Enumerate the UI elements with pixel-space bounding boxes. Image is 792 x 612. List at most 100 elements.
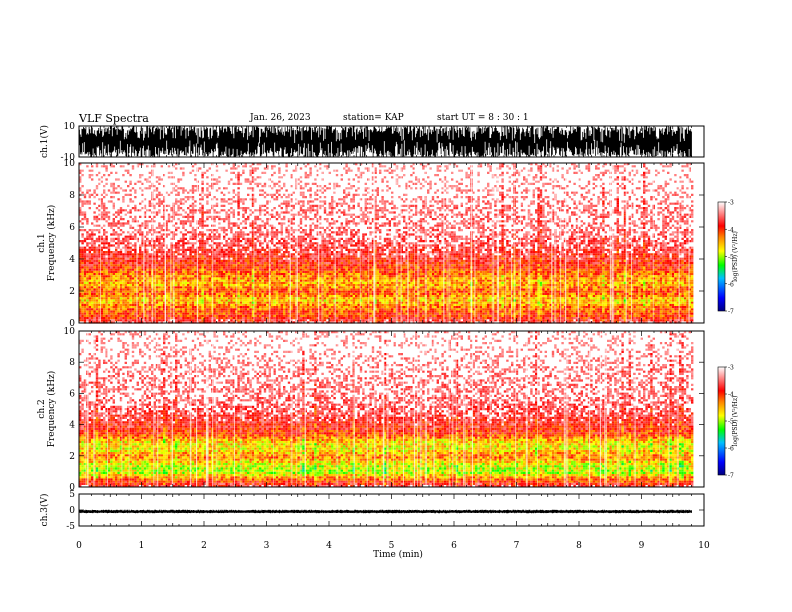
- spectrogram-cell-group: [117, 432, 687, 479]
- spectrogram-cell-group: [679, 465, 682, 468]
- spectrogram-cell-group: [112, 273, 687, 306]
- spectrogram-cell-group: [539, 465, 543, 468]
- x-tick-label: 6: [451, 541, 457, 551]
- y-tick-label: 0: [69, 319, 75, 329]
- y-tick-label: 6: [69, 223, 75, 233]
- x-tick-label: 2: [201, 541, 207, 551]
- spectrogram-cell-group: [230, 469, 233, 472]
- spectrogram-cell-group: [602, 284, 605, 287]
- spectrogram-cell-group: [556, 165, 559, 168]
- spectrogram-cell-group: [314, 467, 317, 470]
- spectrogram-cell-group: [107, 425, 684, 483]
- spectrogram-cell-group: [537, 279, 540, 282]
- spectrogram-cell-group: [489, 299, 492, 302]
- spectrogram-cell-group: [95, 469, 99, 472]
- spectrogram-cell-group: [309, 469, 312, 472]
- ch1-spectrogram-panel: 0 2 4 6 8 10 ch.1Frequency (kHz): [37, 159, 705, 329]
- y-axis-label: ch.1(V): [39, 125, 50, 158]
- date-label: Jan. 26, 2023: [250, 113, 311, 123]
- spectrogram-cell-group: [182, 432, 689, 479]
- spectrogram-cell-group: [83, 434, 682, 481]
- spectrogram-cell-group: [302, 465, 305, 468]
- plot-title: VLF Spectra: [79, 112, 149, 125]
- spectrogram-cell-group: [100, 244, 665, 322]
- spectrogram-cell-group: [681, 471, 684, 474]
- spectrogram-cell-group: [623, 297, 627, 300]
- colorbar-tick-label: -4: [728, 392, 734, 399]
- spectrogram-cell-group: [302, 467, 305, 470]
- y-tick-label: 10: [64, 327, 76, 337]
- spectrogram-cell-group: [650, 469, 653, 472]
- spectrogram-cell-group: [650, 443, 653, 446]
- colorbar-tick-label: -7: [728, 309, 734, 316]
- x-tick-label: 10: [698, 541, 710, 551]
- x-tick-label: 4: [326, 541, 332, 551]
- y-axis-label: ch.1Frequency (kHz): [37, 205, 57, 282]
- colorbar-ch1: -3 -4 -5 -6 -7 log(PSD) (V²/Hz): [717, 200, 739, 316]
- y-axis-label: ch.3(V): [39, 494, 50, 527]
- spectrogram-cell-group: [537, 301, 540, 304]
- spectrogram-cell-group: [105, 467, 380, 474]
- y-tick-label: -5: [66, 522, 75, 532]
- spectrogram-cell-group: [302, 469, 305, 472]
- ch3-waveform-panel: 5 0 -5 ch.3(V): [39, 490, 705, 532]
- spectrogram-cell-group: [201, 299, 204, 302]
- colorbar-tick-label: -4: [728, 227, 734, 234]
- spectrogram-cell-group: [623, 281, 627, 284]
- spectrogram-cell-group: [679, 447, 682, 450]
- spectrogram-cell-group: [602, 297, 605, 300]
- spectrogram-cell-group: [611, 467, 634, 474]
- spectrogram-cell-group: [86, 333, 687, 488]
- x-tick-label: 7: [514, 541, 520, 551]
- x-axis-label: Time (min): [373, 549, 423, 560]
- spectrogram-cell-group: [100, 436, 689, 479]
- spectrogram-cell-group: [628, 469, 631, 472]
- spectrogram-cell-group: [172, 465, 175, 468]
- spectrogram-cell-group: [261, 469, 264, 472]
- spectrogram-cell-group: [88, 253, 610, 322]
- colorbar-tick-label: -3: [728, 365, 734, 372]
- spectrogram-cell-group: [103, 434, 670, 481]
- spectrogram-cell-group: [623, 299, 627, 302]
- colorbar-gradient: [717, 201, 726, 312]
- spectrogram-cell-group: [129, 445, 648, 472]
- start-ut-label: start UT = 8 : 30 : 1: [437, 113, 529, 123]
- spectrogram-cell-group: [79, 434, 679, 481]
- spectrogram-cells: [79, 331, 694, 488]
- spectrogram-cell-group: [643, 284, 646, 287]
- spectrogram-cell-group: [88, 270, 632, 302]
- spectrogram-cell-group: [79, 165, 689, 324]
- spectrogram-cell-group: [81, 299, 84, 302]
- spectrogram-cell-group: [643, 303, 646, 306]
- y-tick-label: 0: [69, 506, 75, 516]
- colorbar-tick-label: -5: [728, 419, 734, 426]
- spectrogram-cell-group: [477, 471, 480, 474]
- spectrogram-cell-group: [681, 465, 684, 468]
- spectrogram-cell-group: [201, 301, 204, 304]
- spectrogram-cell-group: [501, 297, 504, 300]
- y-tick-label: 10: [64, 122, 76, 132]
- ch1-waveform-panel: 10 -10 ch.1(V): [39, 122, 705, 163]
- spectrogram-cell-group: [237, 301, 240, 304]
- y-tick-label: 2: [69, 287, 75, 297]
- spectrogram-cell-group: [640, 469, 643, 472]
- y-tick-label: 10: [64, 159, 76, 169]
- spectrogram-cell-group: [539, 281, 543, 284]
- spectrogram-cell-group: [595, 299, 598, 302]
- spectrogram-cell-group: [103, 471, 106, 474]
- colorbar-tick-label: -6: [728, 281, 734, 288]
- spectrogram-cell-group: [141, 465, 144, 468]
- spectrogram-cell-group: [614, 299, 617, 302]
- spectrogram-cell-group: [535, 447, 538, 450]
- spectrogram-cell-group: [559, 467, 562, 470]
- spectrogram-cell-group: [328, 463, 571, 474]
- spectrogram-cell-group: [79, 248, 689, 322]
- y-tick-label: 8: [69, 191, 75, 201]
- y-tick-label: 4: [69, 421, 75, 431]
- spectrogram-cell-group: [189, 419, 672, 485]
- colorbar-label: log(PSD) (V²/Hz): [732, 231, 739, 282]
- spectrogram-cell-group: [93, 189, 679, 315]
- colorbar-tick-label: -6: [728, 446, 734, 453]
- spectrogram-cell-group: [220, 447, 223, 450]
- y-tick-label: 4: [69, 255, 75, 265]
